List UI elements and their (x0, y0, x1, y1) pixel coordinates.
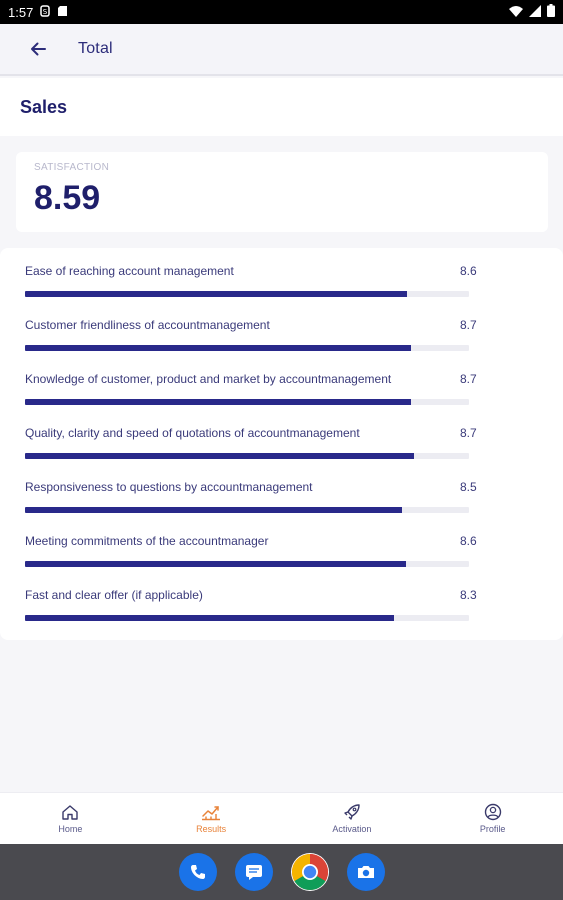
metric-value: 8.6 (460, 264, 477, 278)
metric-bar-track (25, 291, 469, 297)
nav-home-label: Home (58, 823, 83, 834)
profile-icon (484, 803, 501, 821)
metric-label: Quality, clarity and speed of quotations… (25, 426, 360, 440)
metric-bar-track (25, 345, 469, 351)
metric-row: Knowledge of customer, product and marke… (0, 372, 563, 426)
chrome-app[interactable] (290, 853, 329, 891)
signal-icon (529, 4, 541, 20)
messages-app[interactable] (234, 853, 273, 891)
status-time: 1:57 (8, 4, 34, 20)
chrome-icon (291, 854, 328, 891)
metric-bar-track (25, 453, 469, 459)
phone-app[interactable] (178, 853, 217, 891)
metric-bar-fill (25, 399, 412, 405)
metric-value: 8.7 (460, 318, 477, 332)
metric-value: 8.6 (460, 534, 477, 548)
svg-text:S: S (43, 8, 48, 16)
nav-results[interactable]: Results (141, 793, 282, 844)
metric-label: Ease of reaching account management (25, 264, 234, 278)
metric-value: 8.5 (460, 480, 477, 494)
metric-bar-fill (25, 507, 403, 513)
nav-results-label: Results (196, 823, 227, 834)
metric-row: Customer friendliness of accountmanageme… (0, 318, 563, 372)
page-title: Total (78, 40, 113, 57)
bottom-nav: Home Results Activation Profile (0, 792, 563, 844)
section-title: Sales (20, 96, 68, 117)
metric-value: 8.7 (460, 426, 477, 440)
status-bar: 1:57 S (0, 0, 563, 24)
metric-row: Fast and clear offer (if applicable) 8.3 (0, 588, 563, 642)
message-icon (245, 865, 262, 880)
metric-row: Meeting commitments of the accountmanage… (0, 534, 563, 588)
camera-app[interactable] (346, 853, 385, 891)
metric-value: 8.3 (460, 588, 477, 602)
metric-row: Ease of reaching account management 8.6 (0, 264, 563, 318)
nav-home[interactable]: Home (0, 793, 141, 844)
satisfaction-label: SATISFACTION (34, 162, 110, 173)
back-button[interactable] (20, 31, 56, 67)
metric-row: Quality, clarity and speed of quotations… (0, 426, 563, 480)
camera-icon (357, 866, 374, 878)
metric-label: Customer friendliness of accountmanageme… (25, 318, 270, 332)
nav-profile-label: Profile (479, 824, 506, 834)
nav-profile[interactable]: Profile (422, 793, 563, 844)
metric-row: Responsiveness to questions by accountma… (0, 480, 563, 534)
satisfaction-score: 8.59 (34, 179, 101, 217)
phone-icon (190, 865, 205, 879)
sync-icon: S (39, 4, 51, 20)
metric-bar-fill (25, 615, 394, 621)
battery-icon (547, 4, 555, 20)
app-bar: Total (0, 24, 563, 76)
metric-label: Responsiveness to questions by accountma… (25, 480, 313, 494)
system-dock (0, 844, 563, 900)
metric-bar-track (25, 507, 469, 513)
metric-value: 8.7 (460, 372, 477, 386)
metric-bar-track (25, 399, 469, 405)
metric-label: Knowledge of customer, product and marke… (25, 372, 392, 386)
home-icon (62, 804, 79, 820)
metric-bar-track (25, 615, 469, 621)
metric-bar-fill (25, 345, 412, 351)
rocket-icon (344, 804, 360, 820)
metric-bar-fill (25, 453, 414, 459)
metric-bar-track (25, 561, 469, 567)
satisfaction-card: SATISFACTION 8.59 (16, 152, 548, 232)
arrow-left-icon (31, 42, 46, 56)
nav-activation[interactable]: Activation (282, 793, 423, 844)
sd-card-icon (57, 5, 68, 20)
section-header: Sales (0, 78, 563, 136)
nav-activation-label: Activation (332, 824, 372, 834)
metrics-list: Ease of reaching account management 8.6 … (0, 248, 563, 640)
metric-label: Meeting commitments of the accountmanage… (25, 534, 269, 548)
metric-bar-fill (25, 561, 406, 567)
metric-bar-fill (25, 291, 407, 297)
chart-icon (202, 805, 221, 820)
metric-label: Fast and clear offer (if applicable) (25, 588, 203, 602)
wifi-icon (509, 5, 523, 20)
